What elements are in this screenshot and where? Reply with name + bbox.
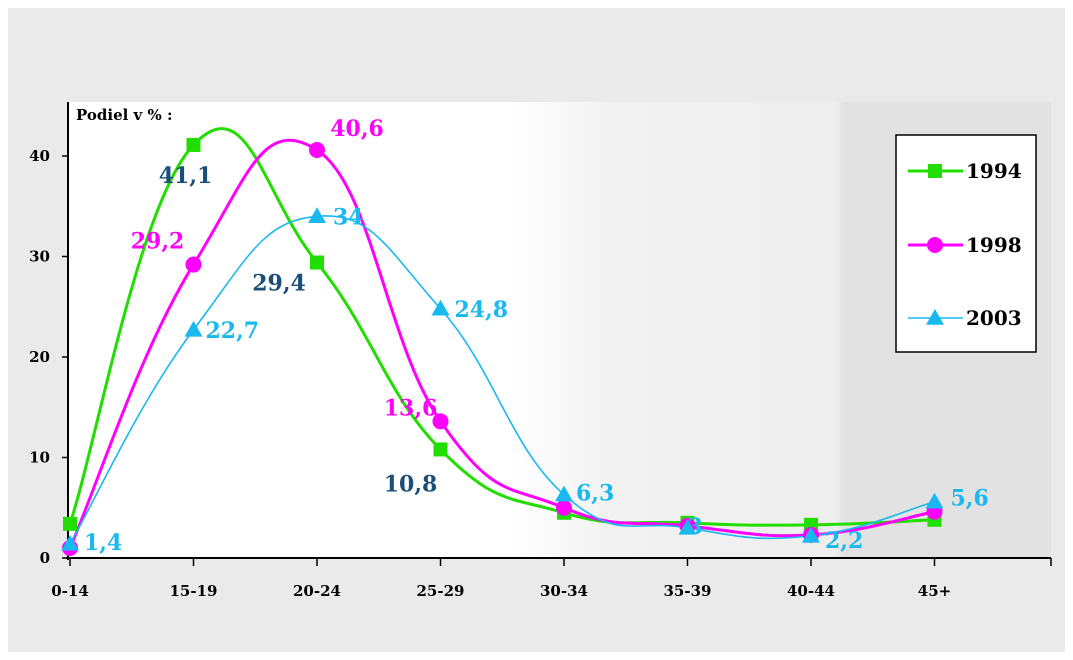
data-label-2003: 34 bbox=[333, 204, 364, 230]
data-label-2003: 1,4 bbox=[84, 530, 122, 556]
data-point-1994 bbox=[310, 255, 324, 270]
legend-marker-2003 bbox=[926, 309, 944, 325]
data-label-1998: 29,2 bbox=[131, 229, 185, 255]
legend-label-1998: 1998 bbox=[966, 233, 1022, 257]
data-point-1998 bbox=[556, 499, 572, 516]
legend: 1994 1998 2003 bbox=[895, 134, 1037, 353]
y-tick-label: 0 bbox=[40, 549, 50, 567]
data-label-1994: 10,8 bbox=[384, 471, 438, 497]
line-chart: 0 10 20 30 40 0-14 15-19 20-24 25-29 30-34 35-39 40… bbox=[29, 102, 1052, 600]
chart-frame: 0 10 20 30 40 0-14 15-19 20-24 25-29 30-34 35-39 40… bbox=[8, 8, 1065, 652]
legend-marker-1998 bbox=[927, 237, 943, 253]
data-label-2003: 3 bbox=[688, 514, 703, 540]
data-point-2003 bbox=[431, 299, 450, 316]
x-tick-label: 0-14 bbox=[51, 582, 89, 600]
data-point-2003 bbox=[308, 207, 326, 224]
legend-marker-1994 bbox=[928, 164, 942, 178]
y-tick-label: 40 bbox=[29, 147, 50, 165]
data-point-2003 bbox=[184, 320, 203, 337]
data-point-1994 bbox=[186, 137, 201, 152]
x-tick-label: 40-44 bbox=[787, 582, 835, 600]
data-label-1994: 41,1 bbox=[159, 163, 213, 189]
data-point-2003 bbox=[678, 518, 697, 535]
y-tick-label: 20 bbox=[29, 348, 50, 366]
data-point-2003 bbox=[61, 534, 79, 551]
x-tick-label: 25-29 bbox=[417, 582, 465, 600]
data-point-1994 bbox=[433, 442, 448, 457]
x-tick-label: 15-19 bbox=[170, 582, 218, 600]
data-point-2003 bbox=[802, 526, 820, 543]
data-point-2003 bbox=[925, 492, 944, 509]
x-tick-label: 45+ bbox=[918, 582, 951, 600]
y-tick-label: 30 bbox=[29, 248, 50, 266]
data-point-1998 bbox=[309, 141, 325, 158]
x-tick-label: 35-39 bbox=[664, 582, 712, 600]
data-point-1994 bbox=[63, 516, 77, 531]
data-label-2003: 24,8 bbox=[455, 297, 509, 323]
data-point-1998 bbox=[432, 413, 449, 430]
x-tick-label: 20-24 bbox=[293, 582, 341, 600]
y-tick-label: 10 bbox=[29, 449, 50, 467]
x-tick-label: 30-34 bbox=[540, 582, 588, 600]
data-point-1998 bbox=[185, 256, 202, 273]
data-label-1994: 29,4 bbox=[252, 271, 306, 297]
data-label-2003: 5,6 bbox=[951, 486, 989, 512]
data-point-2003 bbox=[555, 485, 573, 502]
data-label-2003: 6,3 bbox=[576, 481, 614, 507]
plot-area bbox=[68, 102, 1051, 558]
data-label-2003: 2,2 bbox=[825, 528, 863, 554]
legend-label-1994: 1994 bbox=[966, 159, 1022, 183]
data-label-2003: 22,7 bbox=[206, 318, 260, 344]
legend-label-2003: 2003 bbox=[966, 306, 1022, 330]
y-axis-label: Podiel v % : bbox=[76, 106, 172, 124]
data-label-1998: 40,6 bbox=[330, 116, 384, 142]
data-label-1998: 13,6 bbox=[384, 395, 438, 421]
